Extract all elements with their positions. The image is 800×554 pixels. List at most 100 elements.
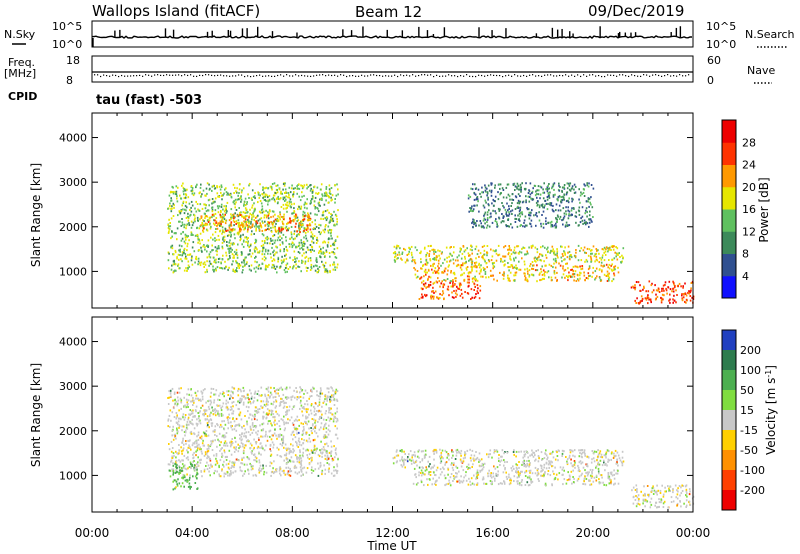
echo-cell <box>534 246 537 249</box>
nave-dot <box>667 74 669 76</box>
echo-cell <box>178 465 180 468</box>
echo-cell <box>242 225 244 228</box>
echo-cell <box>661 293 664 296</box>
echo-cell <box>241 223 244 226</box>
echo-cell <box>188 222 190 225</box>
echo-cell <box>205 435 208 438</box>
echo-cell <box>490 259 493 262</box>
echo-cell <box>568 214 570 217</box>
colorbar-tick-label: 12 <box>742 225 756 238</box>
echo-cell <box>172 215 175 217</box>
nave-dot <box>688 74 690 76</box>
echo-cell <box>452 279 454 282</box>
nave-dot <box>424 74 426 76</box>
echo-cell <box>637 281 640 284</box>
echo-cell <box>181 221 184 224</box>
echo-cell <box>484 218 487 221</box>
echo-cell <box>231 243 234 246</box>
echo-cell <box>233 446 235 449</box>
echo-cell <box>309 217 312 220</box>
echo-cell <box>454 277 456 280</box>
echo-cell <box>239 214 241 216</box>
echo-cell <box>262 400 265 403</box>
echo-cell <box>509 255 511 258</box>
echo-cell <box>168 218 170 221</box>
echo-cell <box>167 425 169 428</box>
echo-cell <box>331 413 333 416</box>
echo-cell <box>278 414 280 417</box>
nave-dot <box>205 74 207 76</box>
echo-cell <box>252 401 254 404</box>
echo-cell <box>249 249 251 252</box>
nave-dot <box>514 74 516 76</box>
nave-dot <box>250 75 252 78</box>
echo-cell <box>293 243 295 246</box>
echo-cell <box>562 255 564 257</box>
echo-cell <box>289 237 292 240</box>
echo-cell <box>432 297 435 300</box>
echo-cell <box>336 437 339 440</box>
echo-cell <box>542 197 545 200</box>
echo-cell <box>264 224 267 227</box>
echo-cell <box>269 242 271 245</box>
echo-cell <box>297 208 299 211</box>
echo-cell <box>203 212 206 215</box>
echo-cell <box>565 213 568 216</box>
echo-cell <box>299 462 302 465</box>
power-data <box>167 182 695 305</box>
echo-cell <box>305 266 308 269</box>
echo-cell <box>183 212 186 215</box>
echo-cell <box>507 266 510 269</box>
echo-cell <box>268 198 271 201</box>
nave-dot <box>472 75 474 78</box>
echo-cell <box>302 455 304 458</box>
echo-cell <box>222 213 224 216</box>
nave-dot <box>109 75 111 77</box>
echo-cell <box>561 199 564 202</box>
echo-cell <box>175 468 178 471</box>
echo-cell <box>587 198 590 201</box>
echo-cell <box>187 418 189 421</box>
echo-cell <box>237 263 240 266</box>
echo-cell <box>243 258 246 261</box>
echo-cell <box>511 264 513 267</box>
echo-cell <box>525 182 527 185</box>
echo-cell <box>515 256 517 259</box>
echo-cell <box>655 293 657 296</box>
echo-cell <box>432 258 434 260</box>
echo-cell <box>203 413 205 415</box>
echo-cell <box>201 395 204 398</box>
echo-cell <box>591 275 593 278</box>
echo-cell <box>288 405 291 408</box>
echo-cell <box>534 269 537 272</box>
echo-cell <box>212 233 214 236</box>
echo-cell <box>610 249 612 251</box>
nave-trace <box>94 74 690 78</box>
echo-cell <box>308 224 310 227</box>
echo-cell <box>220 223 222 226</box>
echo-cell <box>490 183 493 186</box>
echo-cell <box>231 425 233 427</box>
echo-cell <box>548 187 550 190</box>
echo-cell <box>433 252 435 255</box>
echo-cell <box>237 225 240 228</box>
echo-cell <box>238 198 240 201</box>
echo-cell <box>268 409 271 412</box>
echo-cell <box>572 198 574 201</box>
echo-cell <box>519 183 522 186</box>
echo-cell <box>290 233 293 236</box>
echo-cell <box>542 226 545 229</box>
echo-cell <box>185 398 188 401</box>
echo-cell <box>208 264 210 267</box>
echo-cell <box>245 223 247 225</box>
echo-cell <box>231 228 233 231</box>
echo-cell <box>335 469 337 472</box>
echo-cell <box>334 456 336 459</box>
echo-cell <box>326 450 328 453</box>
echo-cell <box>256 225 258 228</box>
echo-cell <box>325 410 327 412</box>
nave-dot <box>358 75 360 77</box>
echo-cell <box>552 204 554 207</box>
echo-cell <box>282 439 284 442</box>
echo-cell <box>291 184 293 187</box>
